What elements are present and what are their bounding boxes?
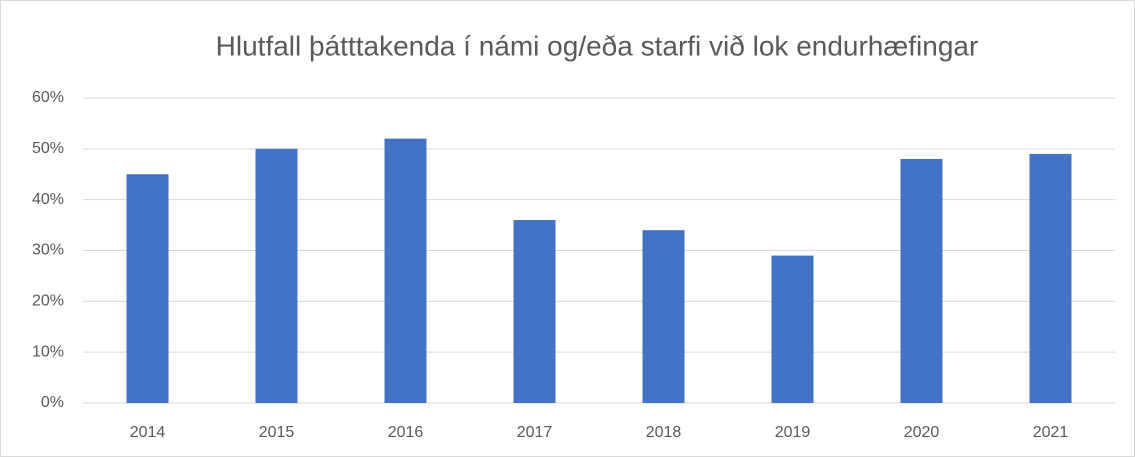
y-tick-label: 0% <box>41 394 64 411</box>
x-tick-label: 2019 <box>775 424 811 441</box>
y-tick-label: 50% <box>32 140 64 157</box>
bar <box>513 220 556 403</box>
y-tick-label: 30% <box>32 242 64 259</box>
y-tick-label: 40% <box>32 191 64 208</box>
y-tick-label: 20% <box>32 293 64 310</box>
x-tick-label: 2021 <box>1033 424 1069 441</box>
bar <box>384 138 427 403</box>
x-tick-label: 2014 <box>130 424 166 441</box>
x-tick-label: 2020 <box>904 424 940 441</box>
bar <box>1029 153 1072 403</box>
x-tick-label: 2018 <box>646 424 682 441</box>
y-tick-label: 10% <box>32 343 64 360</box>
x-tick-label: 2017 <box>517 424 553 441</box>
bar <box>771 255 814 403</box>
bar <box>900 159 943 403</box>
y-tick-label: 60% <box>32 89 64 106</box>
chart-title: Hlutfall þátttakenda í námi og/eða starf… <box>216 30 979 61</box>
x-tick-label: 2016 <box>388 424 424 441</box>
x-tick-label: 2015 <box>259 424 295 441</box>
bar <box>126 174 169 403</box>
bar <box>255 148 298 403</box>
bar <box>642 230 685 403</box>
